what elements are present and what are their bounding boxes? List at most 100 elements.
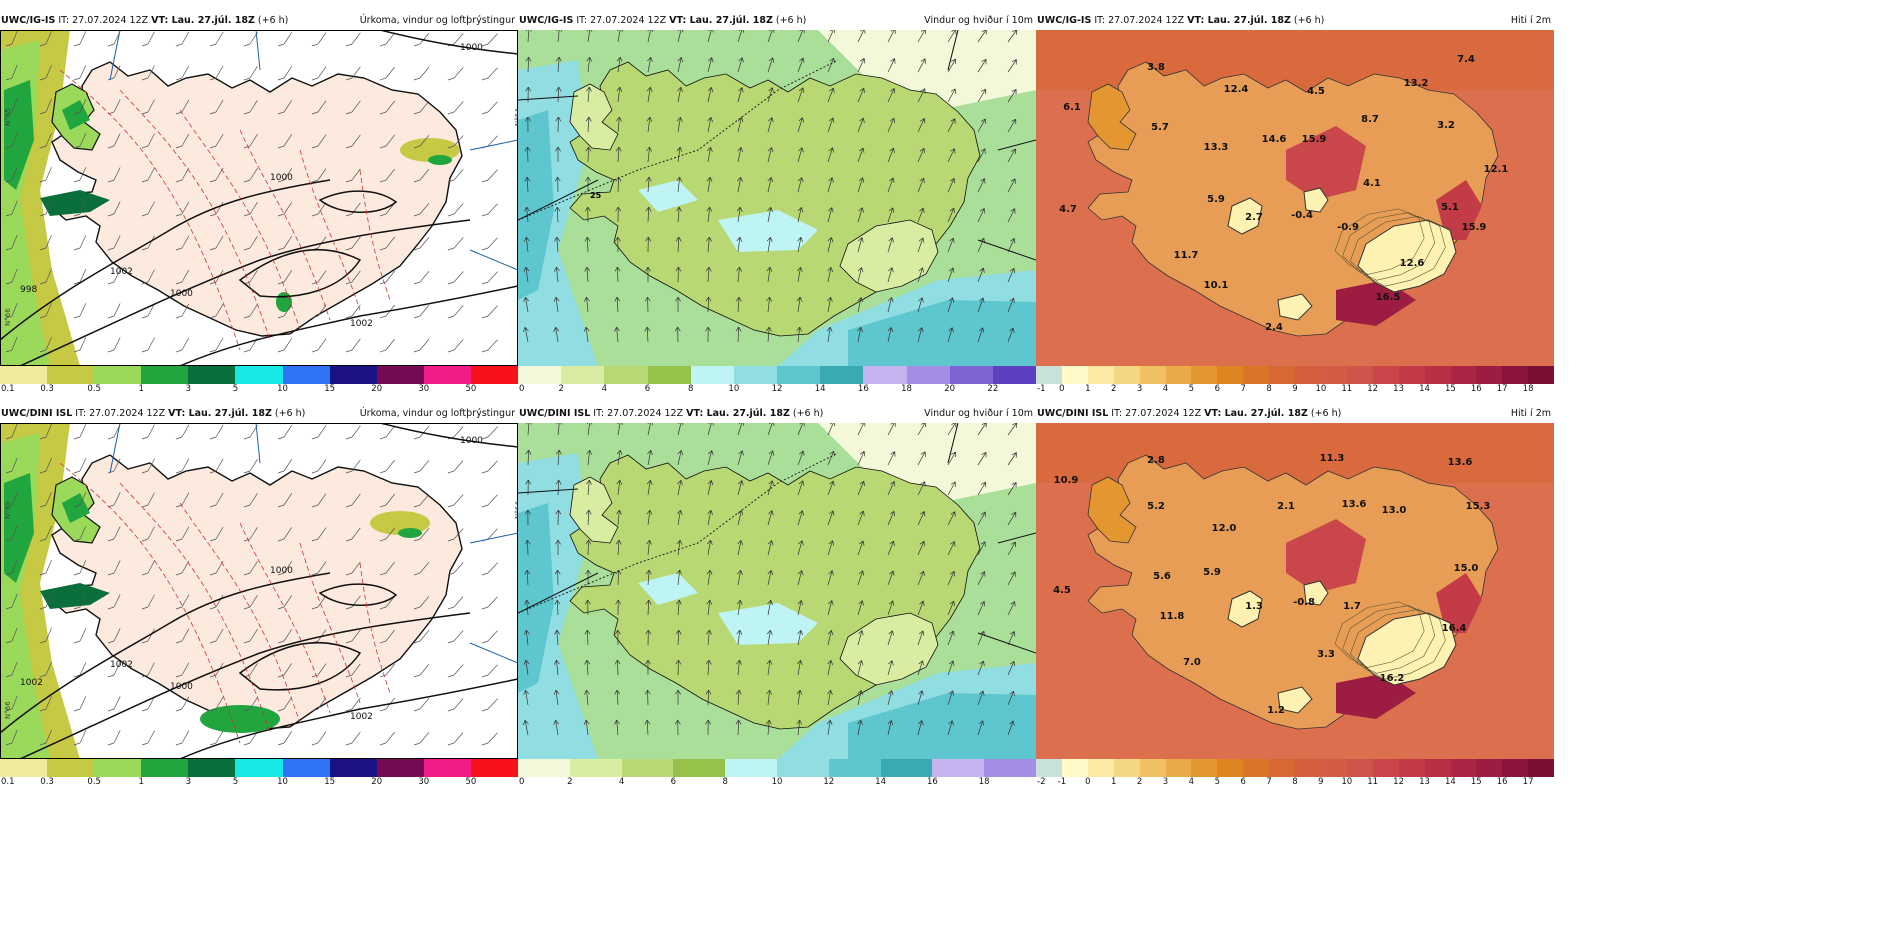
colorbar-swatch — [1295, 366, 1321, 384]
temp-contour — [299, 149, 361, 311]
valid-time: Lau. 27.júl. 18Z — [706, 408, 790, 419]
colorbar-tick-label: 0.1 — [1, 777, 15, 787]
colorbar-tick-label: 0.5 — [87, 384, 101, 394]
colorbar-tick-label: 50 — [465, 384, 477, 394]
glacier-hofsjokull — [1303, 187, 1329, 213]
grid-line — [947, 423, 959, 464]
isobar — [238, 641, 362, 691]
init-time: 27.07.2024 12Z — [607, 408, 684, 419]
temperature-label: 12.0 — [1212, 523, 1237, 534]
precip-cell — [62, 493, 90, 523]
colorbar-swatch — [647, 366, 691, 384]
temperature-label: 5.7 — [1151, 122, 1169, 133]
isobar-label: 1000 — [460, 436, 483, 446]
grid-line — [997, 139, 1036, 151]
colorbar-tick-label: 6 — [644, 384, 651, 394]
precip-cell — [40, 190, 110, 216]
colorbar-tick-label: 22 — [987, 384, 999, 394]
glacier-myrdalsjokull — [1277, 293, 1313, 321]
temperature-label: 5.9 — [1203, 567, 1221, 578]
temperature-label: 3.2 — [1437, 120, 1455, 131]
lead-time: (+6 h) — [1293, 15, 1325, 26]
colorbar-tick-label: 0 — [519, 384, 525, 394]
temperature-label: 3.3 — [1317, 649, 1335, 660]
isobar — [0, 179, 331, 341]
colorbar-swatch — [1424, 759, 1451, 777]
grid-line — [109, 423, 121, 474]
colorbar-swatch — [932, 759, 985, 777]
colorbar-swatch — [1398, 759, 1425, 777]
colorbar-swatch — [329, 366, 377, 384]
panel-title: Úrkoma, vindur og loftþrýstingur — [359, 15, 515, 26]
precip-cell — [40, 583, 110, 609]
wind-band — [848, 300, 1036, 366]
panel-title: Vindur og hviður í 10m — [924, 15, 1033, 26]
grid-line — [947, 30, 959, 71]
colorbar-tick-label: 10 — [728, 384, 740, 394]
westfjords — [569, 83, 619, 151]
colorbar-swatch — [1217, 366, 1244, 384]
colorbar-tick-label: 16 — [1470, 384, 1482, 394]
colorbar-tick-label: 20 — [944, 384, 956, 394]
grid-line — [977, 239, 1036, 261]
grid-line — [469, 532, 518, 544]
valid-time: Lau. 27.júl. 18Z — [689, 15, 773, 26]
westfjords — [1087, 83, 1137, 151]
map-panel-wind: UWC/DINI ISL IT: 27.07.2024 12Z VT: Lau.… — [518, 404, 1036, 787]
temperature-label: -0.4 — [1291, 210, 1313, 221]
map-panel-wind: UWC/IG-IS IT: 27.07.2024 12Z VT: Lau. 27… — [518, 11, 1037, 394]
temperature-label: 8.7 — [1361, 114, 1379, 125]
latitude-label: N°65 — [4, 108, 12, 126]
isobar — [179, 285, 518, 366]
temp-contour — [359, 562, 391, 694]
warm-zone — [1286, 126, 1366, 200]
colorbar-tick-label: 12 — [771, 384, 783, 394]
colorbar-swatch — [1036, 759, 1062, 777]
colorbar-tick-label: 8 — [687, 384, 694, 394]
colorbar-swatch — [880, 759, 933, 777]
colorbar-tick-label: 14 — [814, 384, 826, 394]
temperature-label: 2.7 — [1245, 212, 1263, 223]
colorbar-swatch — [141, 759, 189, 777]
temp-contour — [59, 462, 241, 744]
colorbar-swatch — [777, 366, 821, 384]
colorbar-swatch — [1346, 366, 1373, 384]
temperature-label: 5.9 — [1207, 194, 1225, 205]
precip-cell — [62, 100, 90, 130]
colorbar-tick-label: 0.3 — [40, 384, 54, 394]
colorbar-tick-label: 10 — [277, 384, 288, 394]
wind-arrows — [523, 30, 1018, 343]
colorbar-swatch — [992, 366, 1037, 384]
lead-time: (+6 h) — [257, 15, 289, 26]
colorbar-tick-label: 4 — [1188, 777, 1195, 787]
temp-contour — [119, 89, 271, 341]
colorbar-ticks: 0 2 4 6 8 10 12 14 16 18 20 22 — [518, 384, 1036, 396]
temperature-label: 11.7 — [1174, 250, 1199, 261]
colorbar-swatch — [0, 366, 48, 384]
wind-band — [518, 110, 554, 300]
temperature-label: 12.1 — [1484, 164, 1509, 175]
colorbar-swatch — [561, 366, 605, 384]
map-panel-temp: UWC/DINI ISL IT: 27.07.2024 12Z VT: Lau.… — [1036, 404, 1555, 787]
temp-contour — [1342, 605, 1436, 674]
colorbar-swatch — [1269, 759, 1296, 777]
precip-cell — [276, 292, 292, 312]
init-time: 27.07.2024 12Z — [72, 15, 149, 26]
grid-line — [518, 488, 579, 494]
colorbar-swatch — [518, 366, 562, 384]
temperature-label: 14.6 — [1262, 134, 1287, 145]
valid-time-label: VT: — [686, 408, 707, 419]
colorbar-swatch — [0, 759, 48, 777]
model-name: UWC/IG-IS — [519, 15, 574, 26]
gust-marker: 25 — [590, 191, 602, 200]
sea-band — [1036, 423, 1554, 483]
glacier-langjokull — [1227, 590, 1263, 628]
colorbar-swatch — [1191, 759, 1218, 777]
wind-barbs — [5, 423, 498, 746]
colorbar-tick-label: 15 — [1444, 384, 1456, 394]
colorbar-swatch — [235, 759, 283, 777]
map-panel-precip: UWC/IG-IS IT: 27.07.2024 12Z VT: Lau. 27… — [0, 11, 519, 394]
colorbar-tick-label: 15 — [324, 384, 336, 394]
colorbar-tick-label: 14 — [1444, 777, 1456, 787]
colorbar-tick-label: 0.5 — [87, 777, 101, 787]
